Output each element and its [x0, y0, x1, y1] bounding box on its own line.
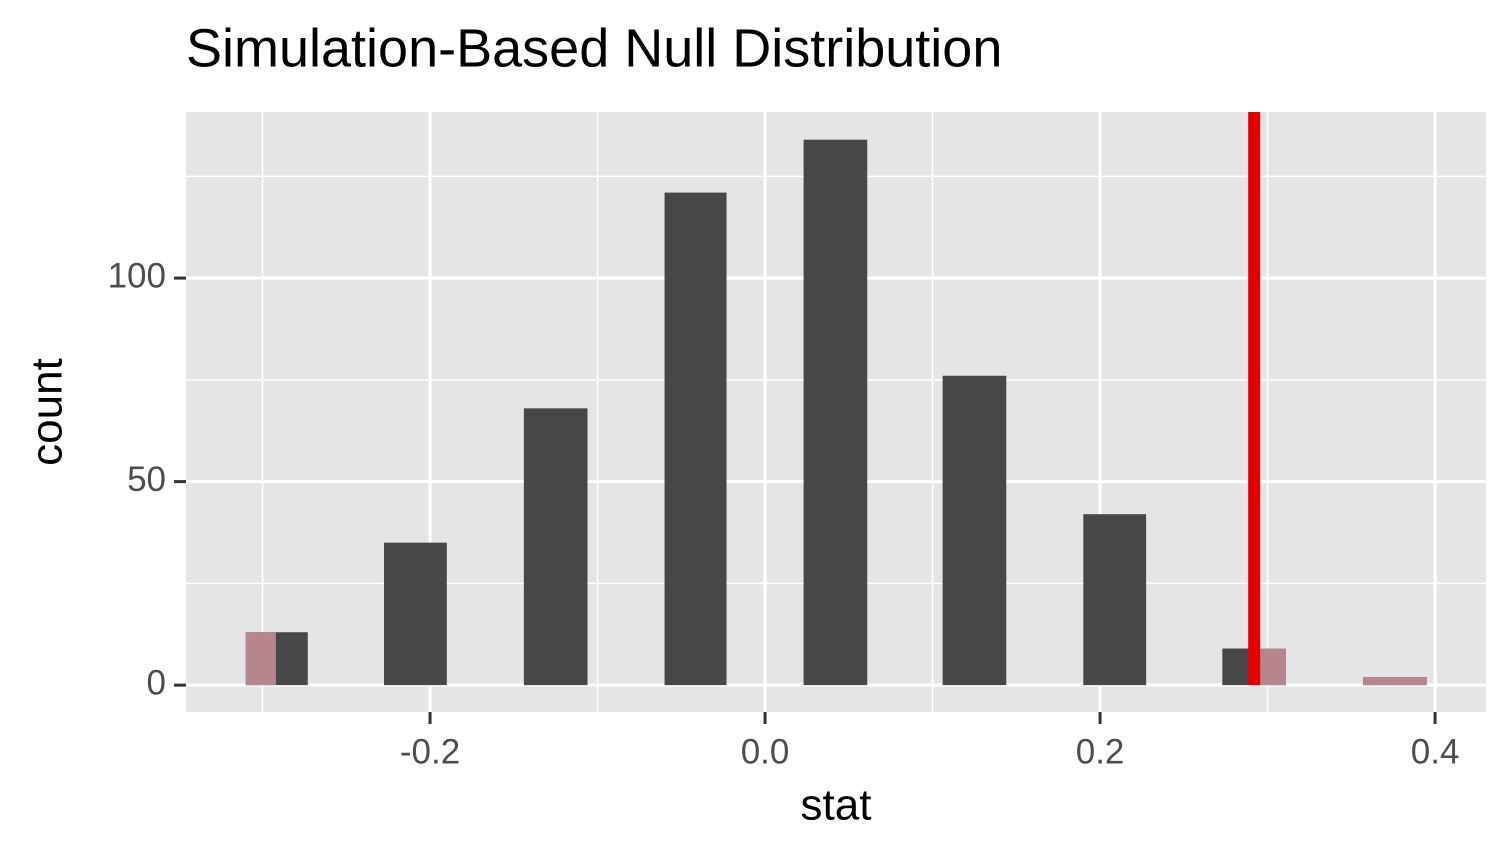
x-tick-label: 0.4	[1411, 732, 1460, 771]
x-tick-label: -0.2	[400, 732, 460, 771]
x-tick-label: 0.0	[741, 732, 790, 771]
y-tick-label: 100	[108, 256, 166, 295]
bar	[803, 139, 868, 686]
chart-title: Simulation-Based Null Distribution	[186, 18, 1002, 78]
bar	[1083, 514, 1147, 686]
bar	[383, 542, 447, 686]
shaded-bar-part	[245, 632, 276, 686]
x-axis-title: stat	[801, 781, 872, 830]
shaded-bar-part	[1363, 676, 1427, 686]
bar	[942, 375, 1007, 686]
y-axis-title: count	[23, 358, 72, 466]
bar	[523, 408, 588, 686]
y-tick-label: 0	[147, 663, 166, 702]
bar	[664, 192, 727, 686]
x-tick-label: 0.2	[1076, 732, 1125, 771]
y-tick-label: 50	[127, 460, 166, 499]
